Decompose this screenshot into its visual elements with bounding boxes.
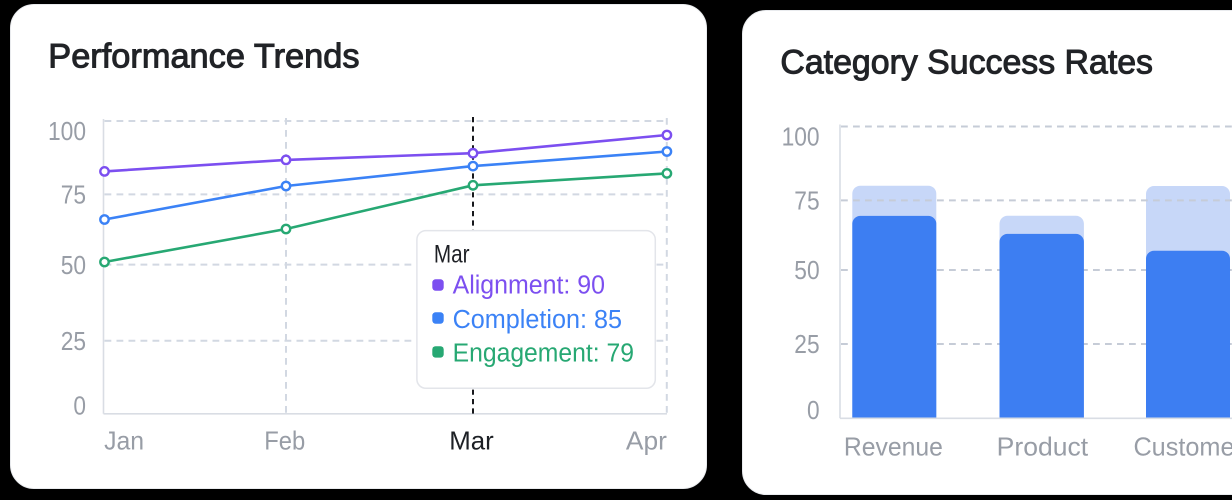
- svg-text:50: 50: [61, 250, 86, 280]
- svg-text:25: 25: [794, 329, 819, 359]
- svg-text:Completion: 85: Completion: 85: [453, 306, 622, 334]
- svg-text:Performance Trends: Performance Trends: [48, 37, 359, 75]
- svg-text:Revenue: Revenue: [844, 432, 943, 462]
- svg-text:Category Success Rates: Category Success Rates: [780, 43, 1153, 81]
- svg-text:0: 0: [73, 391, 86, 421]
- svg-text:Mar: Mar: [434, 240, 470, 268]
- svg-text:Apr: Apr: [626, 426, 667, 456]
- svg-text:50: 50: [794, 255, 819, 285]
- svg-text:25: 25: [61, 326, 86, 356]
- svg-text:Mar: Mar: [449, 426, 494, 456]
- svg-text:Product: Product: [997, 432, 1089, 462]
- svg-text:Feb: Feb: [264, 426, 305, 456]
- svg-text:100: 100: [782, 122, 820, 152]
- svg-text:75: 75: [794, 186, 819, 216]
- svg-text:Engagement: 79: Engagement: 79: [453, 340, 634, 368]
- svg-text:0: 0: [807, 395, 820, 425]
- svg-text:Customer: Customer: [1133, 432, 1232, 462]
- svg-text:Jan: Jan: [104, 426, 144, 456]
- svg-text:100: 100: [48, 116, 86, 146]
- svg-text:75: 75: [61, 180, 86, 210]
- svg-text:Alignment: 90: Alignment: 90: [453, 272, 605, 300]
